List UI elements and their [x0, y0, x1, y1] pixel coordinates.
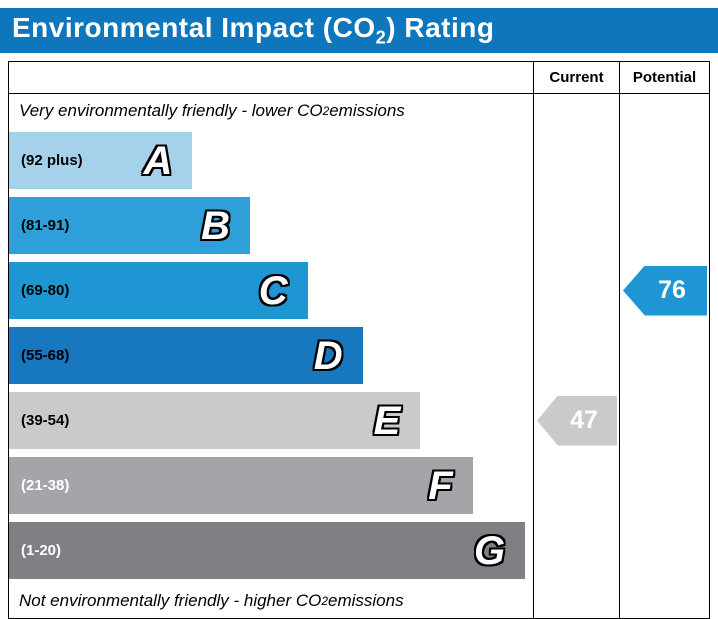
header-spacer: [9, 62, 533, 93]
band-row-a: (92 plus) A: [9, 128, 533, 193]
band-row-d: (55-68) D: [9, 323, 533, 388]
title-text-pre: Environmental Impact (CO: [12, 12, 376, 44]
top-note-subscript: 2: [322, 104, 330, 118]
rating-bands: (92 plus) A (81-91) B (69-80) C: [9, 128, 533, 584]
current-rating-arrow: 47: [537, 395, 617, 446]
band-b: (81-91) B: [9, 197, 251, 254]
band-d: (55-68) D: [9, 327, 363, 384]
top-note-pre: Very environmentally friendly - lower CO: [19, 101, 323, 120]
band-a-letter: A: [143, 138, 173, 183]
bottom-note-subscript: 2: [321, 594, 328, 608]
band-c-range-label: (69-80): [21, 282, 70, 299]
title-subscript: 2: [375, 27, 387, 48]
rating-table: Current Potential Very environmentally f…: [8, 61, 710, 619]
band-row-e: (39-54) E: [9, 388, 533, 453]
band-row-b: (81-91) B: [9, 193, 533, 258]
band-c-letter: C: [258, 268, 288, 313]
band-a: (92 plus) A: [9, 132, 193, 189]
bands-column: Very environmentally friendly - lower CO…: [9, 94, 533, 618]
potential-column: 76: [619, 94, 709, 618]
current-rating-value: 47: [570, 406, 598, 434]
top-note-post: emissions: [329, 101, 405, 120]
band-g: (1-20) G: [9, 522, 526, 579]
band-a-range-label: (92 plus): [21, 152, 83, 169]
band-f: (21-38) F: [9, 457, 473, 514]
top-note: Very environmentally friendly - lower CO…: [9, 94, 533, 128]
band-d-letter: D: [313, 333, 343, 378]
band-c: (69-80) C: [9, 262, 308, 319]
band-b-range-label: (81-91): [21, 217, 70, 234]
band-e: (39-54) E: [9, 392, 421, 449]
bottom-note: Not environmentally friendly - higher CO…: [9, 584, 533, 618]
title-text-post: ) Rating: [386, 12, 495, 44]
bottom-note-post: emissions: [327, 591, 404, 610]
band-f-letter: F: [428, 463, 453, 508]
band-f-range-label: (21-38): [21, 477, 70, 494]
potential-rating-arrow: 76: [623, 265, 707, 316]
band-row-f: (21-38) F: [9, 453, 533, 518]
potential-column-header: Potential: [619, 62, 709, 93]
band-e-letter: E: [373, 398, 401, 443]
band-b-letter: B: [201, 203, 231, 248]
table-header-row: Current Potential: [9, 62, 709, 94]
band-g-range-label: (1-20): [21, 542, 62, 559]
potential-rating-value: 76: [658, 276, 686, 304]
bottom-note-pre: Not environmentally friendly - higher CO: [19, 591, 322, 610]
band-d-range-label: (55-68): [21, 347, 70, 364]
current-column-header: Current: [533, 62, 619, 93]
page-title: Environmental Impact (CO2) Rating: [12, 12, 494, 49]
current-column: 47: [533, 94, 619, 618]
band-row-c: (69-80) C: [9, 258, 533, 323]
band-row-g: (1-20) G: [9, 518, 533, 583]
chart-title-banner: Environmental Impact (CO2) Rating: [0, 8, 718, 53]
table-body: Very environmentally friendly - lower CO…: [9, 94, 709, 618]
band-e-range-label: (39-54): [21, 412, 70, 429]
band-g-letter: G: [474, 528, 506, 573]
